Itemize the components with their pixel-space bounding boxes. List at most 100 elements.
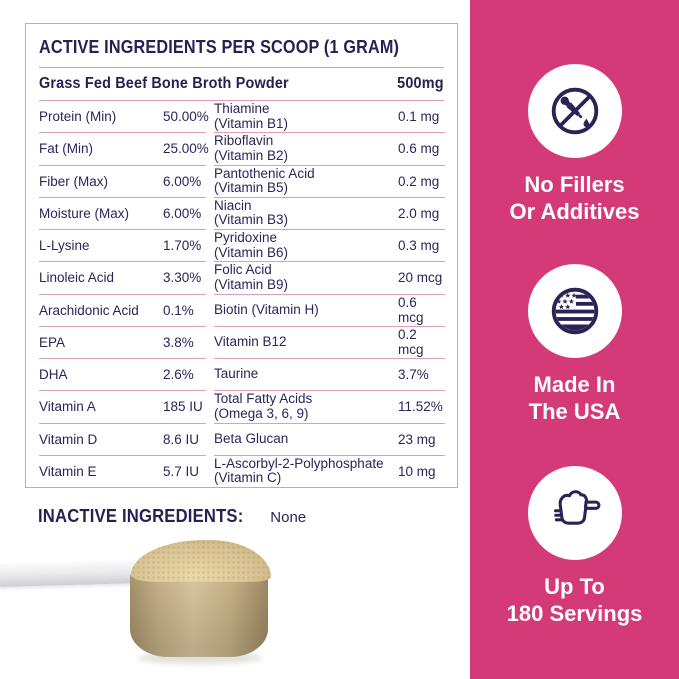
ingredient-name: Thiamine bbox=[214, 101, 270, 117]
table-row: Fiber (Max) 6.00% bbox=[39, 166, 206, 198]
scoop-icon bbox=[553, 490, 600, 525]
ingredient-name: Linoleic Acid bbox=[39, 270, 115, 286]
ingredient-subname: (Omega 3, 6, 9) bbox=[214, 405, 309, 421]
badge-made-in-usa: Made In The USA bbox=[470, 264, 679, 425]
ingredient-value: 8.6 IU bbox=[163, 431, 200, 447]
badge-line: Made In bbox=[533, 372, 616, 397]
ingredient-value: 3.8% bbox=[163, 334, 194, 350]
ingredient-name: Taurine bbox=[214, 366, 259, 382]
badge-icon-circle bbox=[527, 264, 622, 358]
table-row: Vitamin D 8.6 IU bbox=[39, 424, 206, 456]
ingredient-name: Total Fatty Acids bbox=[214, 391, 313, 407]
ingredient-value: 0.2 mg bbox=[398, 173, 440, 189]
inactive-ingredients-label: INACTIVE INGREDIENTS: bbox=[38, 505, 244, 526]
table-row: L-Lysine 1.70% bbox=[39, 230, 206, 263]
inactive-ingredients-value: None bbox=[270, 509, 307, 526]
ingredient-value: 185 IU bbox=[163, 399, 203, 415]
badge-servings: Up To 180 Servings bbox=[470, 466, 679, 627]
ingredient-value: 6.00% bbox=[163, 205, 202, 221]
ingredient-value: 0.6 mg bbox=[398, 141, 440, 157]
badge-icon-circle bbox=[527, 466, 622, 560]
ingredient-name: Riboflavin bbox=[214, 133, 274, 149]
ingredient-value: 20 mcg bbox=[398, 270, 443, 286]
scoop-handle bbox=[0, 559, 145, 588]
ingredient-name: Beta Glucan bbox=[214, 430, 289, 446]
ingredient-subname: (Vitamin C) bbox=[214, 470, 282, 486]
badge-line: Up To bbox=[544, 574, 605, 599]
badge-line: No Fillers bbox=[524, 172, 625, 197]
table-row: Biotin (Vitamin H) 0.6 mcg bbox=[214, 295, 445, 327]
table-row: Vitamin E 5.7 IU bbox=[39, 456, 206, 487]
ingredient-name: Moisture (Max) bbox=[39, 205, 130, 221]
benefits-panel: No Fillers Or Additives bbox=[470, 0, 679, 679]
ingredient-name: Arachidonic Acid bbox=[39, 302, 139, 318]
ingredient-value: 3.7% bbox=[398, 367, 429, 383]
ingredient-value: 2.6% bbox=[163, 367, 194, 383]
ingredient-name: EPA bbox=[39, 334, 66, 350]
table-row: L-Ascorbyl-2-Polyphosphate (Vitamin C) 10 … bbox=[214, 456, 445, 487]
ingredient-value: 0.1% bbox=[163, 302, 194, 318]
ingredient-name: Niacin bbox=[214, 197, 252, 213]
table-row: Pyridoxine (Vitamin B6) 0.3 mg bbox=[214, 230, 445, 263]
ingredient-value: 11.52% bbox=[398, 399, 443, 415]
table-title-text: ACTIVE INGREDIENTS PER SCOOP (1 GRAM) bbox=[39, 37, 400, 57]
table-title: ACTIVE INGREDIENTS PER SCOOP (1 GRAM) bbox=[26, 24, 457, 67]
table-row: Pantothenic Acid (Vitamin B5) 0.2 mg bbox=[214, 166, 445, 198]
ingredient-name: Protein (Min) bbox=[39, 109, 117, 125]
badge-label: Made In The USA bbox=[470, 371, 679, 425]
table-subheader: Grass Fed Beef Bone Broth Powder 500mg bbox=[26, 68, 457, 100]
table-row: Taurine 3.7% bbox=[214, 359, 445, 392]
ingredient-name: Fiber (Max) bbox=[39, 173, 109, 189]
badge-line: 180 Servings bbox=[506, 601, 643, 626]
table-row: Moisture (Max) 6.00% bbox=[39, 198, 206, 230]
table-column-left: Protein (Min) 50.00% Fat (Min) 25.00% Fibe… bbox=[39, 101, 209, 487]
ingredient-subname: (Vitamin B1) bbox=[214, 115, 289, 131]
ingredient-name: Pyridoxine bbox=[214, 230, 278, 246]
ingredient-value: 10 mg bbox=[398, 463, 436, 479]
table-row: Beta Glucan 23 mg bbox=[214, 424, 445, 456]
ingredient-subname: (Vitamin B2) bbox=[214, 147, 289, 163]
divider bbox=[39, 67, 444, 68]
table-row: Folic Acid (Vitamin B9) 20 mcg bbox=[214, 262, 445, 295]
badge-label: Up To 180 Servings bbox=[470, 573, 679, 627]
subheader-value: 500mg bbox=[397, 75, 444, 92]
table-row: Riboflavin (Vitamin B2) 0.6 mg bbox=[214, 133, 445, 166]
ingredient-name: Fat (Min) bbox=[39, 141, 93, 157]
ingredient-name: Vitamin D bbox=[39, 431, 98, 447]
ingredient-subname: (Vitamin B3) bbox=[214, 212, 289, 228]
ingredient-name: L-Ascorbyl-2-Polyphosphate bbox=[214, 455, 384, 471]
table-row: Linoleic Acid 3.30% bbox=[39, 262, 206, 295]
ingredient-name: L-Lysine bbox=[39, 238, 90, 254]
table-row: Vitamin B12 0.2 mcg bbox=[214, 327, 445, 359]
badge-icon-circle bbox=[527, 64, 622, 158]
ingredient-value: 5.7 IU bbox=[163, 463, 200, 479]
table-columns: Protein (Min) 50.00% Fat (Min) 25.00% Fibe… bbox=[26, 101, 457, 487]
ingredient-value: 6.00% bbox=[163, 173, 202, 189]
ingredient-name: Biotin (Vitamin H) bbox=[214, 301, 319, 317]
ingredient-subname: (Vitamin B5) bbox=[214, 180, 289, 196]
badge-no-fillers: No Fillers Or Additives bbox=[470, 64, 679, 225]
table-row: Niacin (Vitamin B3) 2.0 mg bbox=[214, 198, 445, 230]
powder-mound bbox=[131, 540, 271, 582]
ingredient-value: 0.6 mcg bbox=[398, 295, 424, 326]
table-row: Thiamine (Vitamin B1) 0.1 mg bbox=[214, 101, 445, 134]
table-column-right: Thiamine (Vitamin B1) 0.1 mg Riboflavin (Vi… bbox=[214, 101, 445, 487]
divider bbox=[39, 100, 444, 101]
ingredient-value: 23 mg bbox=[398, 431, 436, 447]
ingredient-name: DHA bbox=[39, 367, 68, 383]
badge-line: The USA bbox=[528, 399, 621, 424]
table-row: DHA 2.6% bbox=[39, 359, 206, 392]
scoop-photo bbox=[0, 535, 470, 679]
ingredient-value: 3.30% bbox=[163, 270, 202, 286]
table-row: Arachidonic Acid 0.1% bbox=[39, 295, 206, 327]
no-fillers-icon bbox=[551, 87, 598, 135]
ingredient-value: 50.00% bbox=[163, 109, 209, 125]
subheader-label: Grass Fed Beef Bone Broth Powder bbox=[39, 75, 289, 92]
table-row: Total Fatty Acids (Omega 3, 6, 9) 11.52% bbox=[214, 391, 445, 424]
ingredient-value: 0.2 mcg bbox=[398, 327, 424, 358]
ingredient-subname: (Vitamin B6) bbox=[214, 244, 289, 260]
table-row: Fat (Min) 25.00% bbox=[39, 133, 209, 166]
active-ingredients-table: ACTIVE INGREDIENTS PER SCOOP (1 GRAM) Gr… bbox=[25, 23, 458, 488]
ingredient-value: 0.3 mg bbox=[398, 238, 440, 254]
